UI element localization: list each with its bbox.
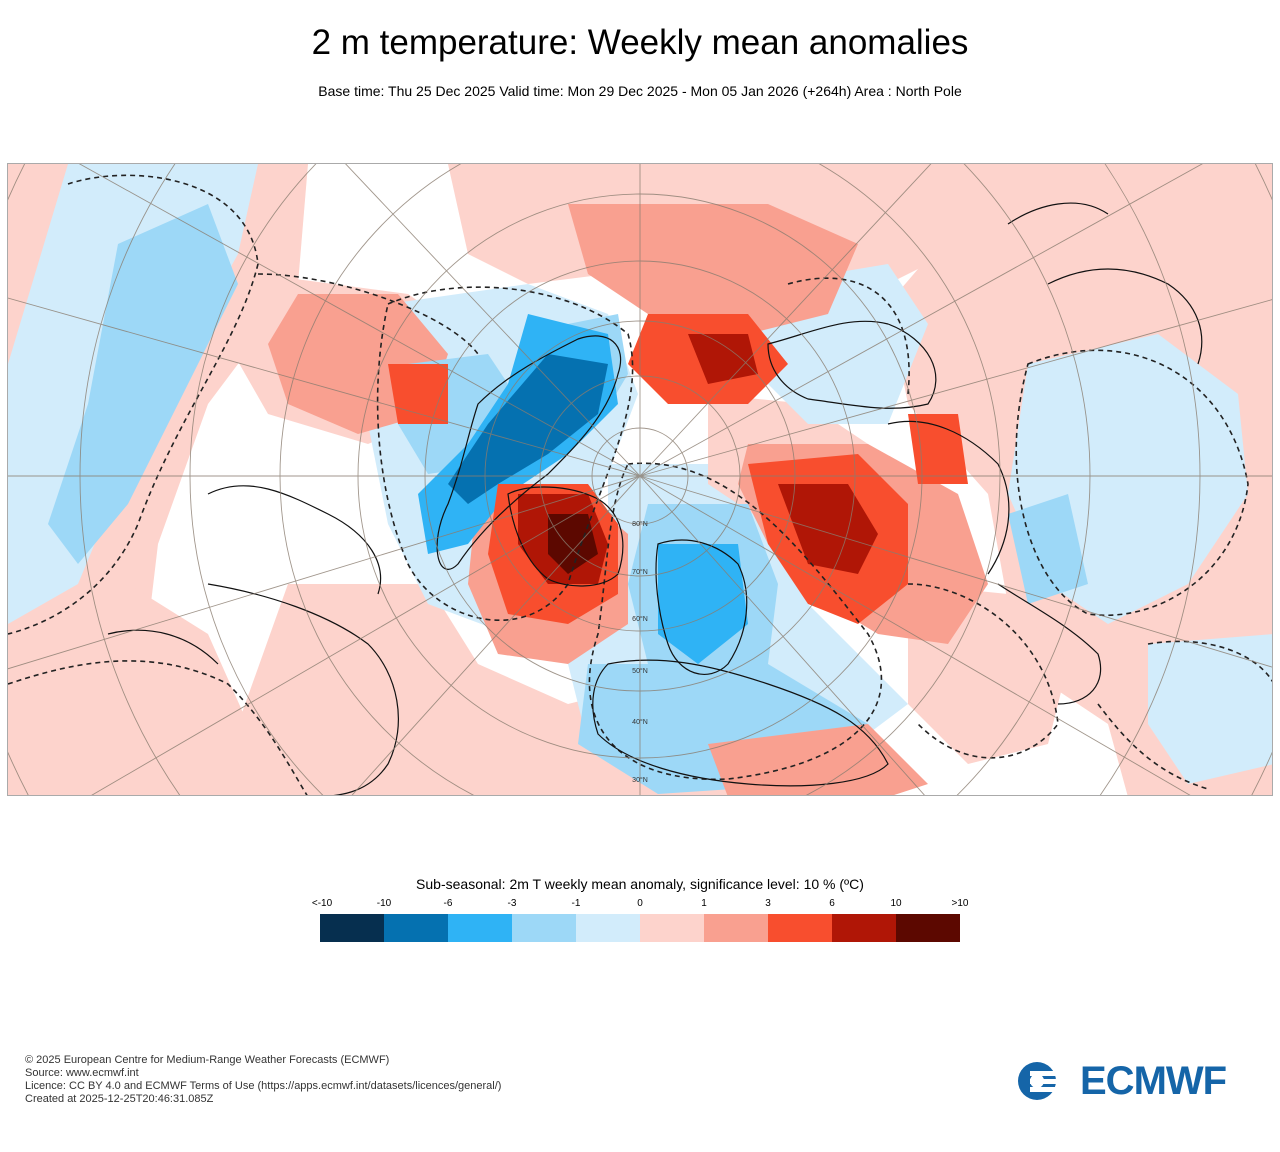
chart-subtitle: Base time: Thu 25 Dec 2025 Valid time: M…	[318, 83, 962, 99]
legend-tick-labels: <-10 -10 -6 -3 -1 0 1 3 6 10 >10	[0, 898, 1280, 910]
legend-tick: -10	[376, 898, 392, 909]
coastlines	[107, 202, 1203, 795]
legend-swatch	[768, 914, 832, 942]
legend-tick: <-10	[311, 898, 333, 909]
source-line: Source: www.ecmwf.int	[25, 1067, 139, 1079]
legend-swatch	[320, 914, 384, 942]
legend-tick: 1	[701, 898, 707, 909]
lat-label-50: 50°N	[632, 667, 648, 675]
legend-swatch	[704, 914, 768, 942]
anomaly-fields-very-strong	[448, 334, 878, 584]
ecmwf-logo-text: ECMWF	[1080, 1059, 1227, 1103]
legend-swatch	[384, 914, 448, 942]
lat-label-60: 60°N	[632, 615, 648, 623]
copyright-line: © 2025 European Centre for Medium-Range …	[25, 1054, 390, 1066]
lat-label-70: 70°N	[632, 568, 648, 576]
significance-contours	[8, 174, 1272, 795]
legend-tick: 0	[637, 898, 643, 909]
latitude-labels: 80°N 70°N 60°N 50°N 40°N 30°N	[632, 520, 648, 784]
legend-swatch	[832, 914, 896, 942]
legend-title: Sub-seasonal: 2m T weekly mean anomaly, …	[416, 876, 864, 892]
legend-swatch	[640, 914, 704, 942]
legend-tick: 10	[890, 898, 902, 909]
legend-tick: >10	[951, 898, 969, 909]
anomaly-map: 80°N 70°N 60°N 50°N 40°N 30°N	[7, 163, 1273, 796]
ecmwf-logo: ECMWF	[1016, 1058, 1258, 1104]
created-line: Created at 2025-12-25T20:46:31.085Z	[25, 1093, 214, 1105]
lat-label-40: 40°N	[632, 718, 648, 726]
graticule	[8, 164, 1272, 795]
legend-colorbar	[320, 914, 960, 942]
legend-swatch	[576, 914, 640, 942]
legend-tick: -1	[571, 898, 581, 909]
legend-tick: 6	[829, 898, 835, 909]
legend-swatch	[896, 914, 960, 942]
legend-swatch	[512, 914, 576, 942]
legend-swatch	[448, 914, 512, 942]
licence-line: Licence: CC BY 4.0 and ECMWF Terms of Us…	[25, 1080, 502, 1092]
chart-title: 2 m temperature: Weekly mean anomalies	[311, 23, 969, 62]
polar-map-svg: 80°N 70°N 60°N 50°N 40°N 30°N	[8, 164, 1272, 795]
legend-tick: -3	[507, 898, 517, 909]
lat-label-30: 30°N	[632, 776, 648, 784]
ecmwf-logo-icon	[1018, 1062, 1076, 1100]
legend-tick: 3	[765, 898, 771, 909]
legend-tick: -6	[443, 898, 453, 909]
lat-label-80: 80°N	[632, 520, 648, 528]
credits: © 2025 European Centre for Medium-Range …	[25, 1054, 501, 1106]
